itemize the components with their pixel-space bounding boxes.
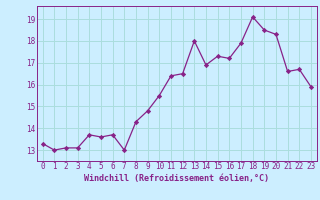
X-axis label: Windchill (Refroidissement éolien,°C): Windchill (Refroidissement éolien,°C) — [84, 174, 269, 183]
